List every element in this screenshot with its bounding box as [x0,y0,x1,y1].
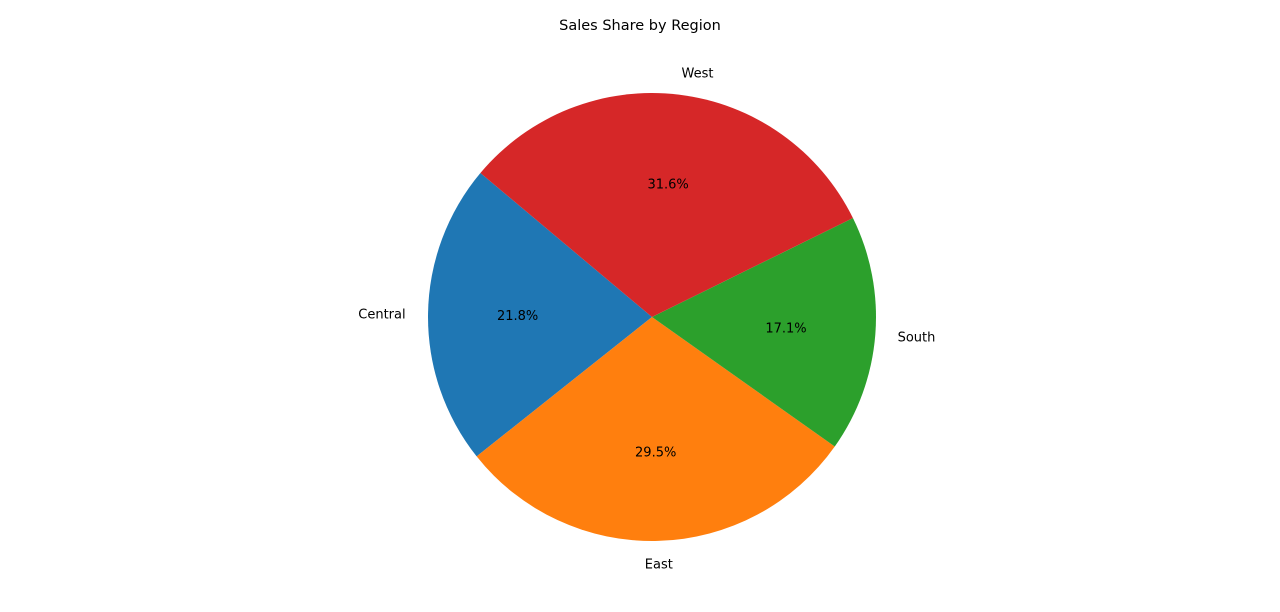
percent-label-central: 21.8% [497,309,538,324]
pie-labels: Central 21.8% East 29.5% South 17.1% West 31.6% [358,66,935,572]
percent-label-east: 29.5% [635,445,676,460]
slice-label-central: Central [358,308,405,323]
pie-slice-east [476,317,835,541]
chart-title: Sales Share by Region [559,18,721,34]
slice-label-south: South [898,331,936,346]
slice-label-west: West [682,66,714,81]
pie-slices [428,93,877,541]
pie-slice-west [480,93,853,317]
pie-slice-central [428,173,652,457]
pie-slice-south [652,217,877,447]
percent-label-south: 17.1% [765,322,806,337]
slice-label-east: East [645,557,673,572]
percent-label-west: 31.6% [647,178,688,193]
